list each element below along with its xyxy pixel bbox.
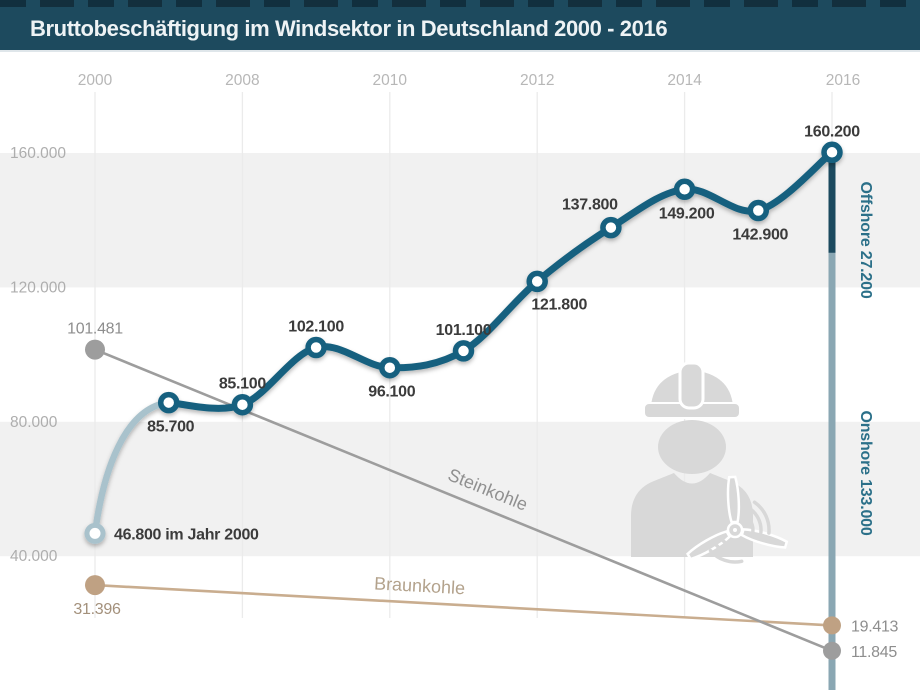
offshore-label: Offshore 27.200 xyxy=(857,181,874,298)
wind-series-group xyxy=(84,141,843,544)
gray-band xyxy=(0,153,920,288)
steinkohle-start-value: 101.481 xyxy=(67,321,123,338)
wind-data-point-marker xyxy=(673,178,696,201)
wind-data-point-value: 102.100 xyxy=(288,319,344,336)
series-layer xyxy=(84,141,843,690)
top-edge-pattern xyxy=(0,0,920,7)
construction-worker-icon xyxy=(631,361,789,564)
wind-data-point-value: 160.200 xyxy=(804,123,860,140)
y-tick-label: 160.000 xyxy=(10,145,66,162)
wind-waves-icon xyxy=(708,500,771,564)
wind-data-point-value: 121.800 xyxy=(531,296,587,313)
wind-data-point-marker xyxy=(452,340,475,362)
chart-title: Bruttobeschäftigung im Windsektor in Deu… xyxy=(30,15,668,41)
data-labels-layer: Offshore 27.200 Onshore 133.000 31.396 19.4… xyxy=(67,123,899,661)
x-tick-label: 2010 xyxy=(373,72,408,89)
braunkohle-end-value: 19.413 xyxy=(851,618,899,635)
wind-data-point-marker xyxy=(526,270,548,293)
steinkohle-line xyxy=(94,348,833,653)
wind-data-point-marker xyxy=(84,522,106,544)
wind-data-point-value: 149.200 xyxy=(659,205,715,222)
wind-data-point-marker xyxy=(600,216,622,239)
onshore-label: Onshore 133.000 xyxy=(857,410,874,535)
wind-turbine-icon xyxy=(686,475,789,561)
axis-tick-labels: 2000 2008 2010 2012 2014 2016 160.000 120.000 80… xyxy=(10,72,860,565)
wind-line-early-segment xyxy=(91,399,172,537)
wind-data-point-value: 142.900 xyxy=(732,227,788,244)
wind-line xyxy=(165,148,836,412)
wind-data-point-marker xyxy=(747,199,770,222)
x-tick-label: 2008 xyxy=(225,72,259,89)
wind-data-point-value: 101.100 xyxy=(436,322,492,339)
wind-data-point-marker xyxy=(231,393,254,416)
wind-data-point-value: 137.800 xyxy=(562,197,618,214)
y-tick-label: 120.000 xyxy=(10,279,66,296)
x-tick-label: 2000 xyxy=(78,72,113,89)
wind-data-point-marker xyxy=(379,356,401,379)
wind-data-point-value: 85.100 xyxy=(219,376,267,393)
wind-data-point-value: 46.800 im Jahr 2000 xyxy=(114,526,259,543)
y-tick-label: 40.000 xyxy=(10,548,58,565)
x-tick-label: 2016 xyxy=(826,72,860,89)
wind-data-point-value: 96.100 xyxy=(368,384,416,401)
braunkohle-line xyxy=(94,583,833,627)
steinkohle-end-dot xyxy=(823,641,841,660)
wind-data-point-marker xyxy=(305,336,327,359)
worker-head-icon xyxy=(658,420,726,474)
helmet-ridge-icon xyxy=(678,361,705,410)
x-tick-label: 2012 xyxy=(520,72,554,89)
braunkohle-start-value: 31.396 xyxy=(73,601,121,618)
y-tick-label: 80.000 xyxy=(10,414,58,431)
wind-data-point-marker xyxy=(157,391,180,414)
background-bands xyxy=(0,153,920,557)
steinkohle-start-dot xyxy=(85,339,105,360)
braunkohle-start-dot xyxy=(85,575,105,596)
braunkohle-end-dot xyxy=(823,616,841,635)
steinkohle-end-value: 11.845 xyxy=(851,644,897,661)
braunkohle-series-label: Braunkohle xyxy=(374,573,466,598)
x-tick-label: 2014 xyxy=(667,72,702,89)
wind-data-point-value: 85.700 xyxy=(147,419,195,436)
wind-data-point-marker xyxy=(821,141,843,164)
title-bar: Bruttobeschäftigung im Windsektor in Deu… xyxy=(0,7,920,52)
